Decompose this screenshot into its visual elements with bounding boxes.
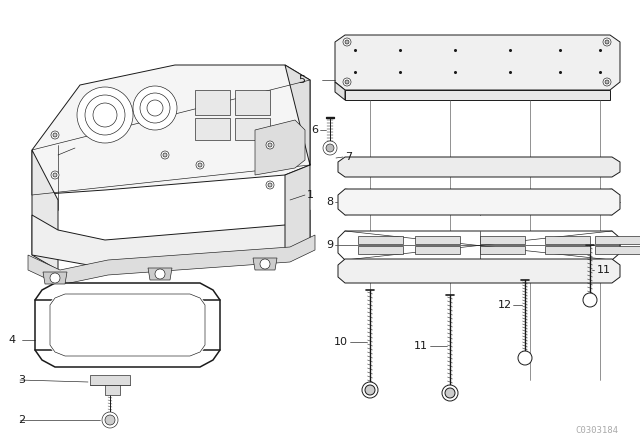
Polygon shape bbox=[105, 385, 120, 395]
Circle shape bbox=[102, 412, 118, 428]
Polygon shape bbox=[335, 35, 620, 90]
Circle shape bbox=[50, 273, 60, 283]
Text: 5: 5 bbox=[298, 75, 305, 85]
Circle shape bbox=[163, 153, 167, 157]
Text: 7: 7 bbox=[345, 152, 352, 162]
Polygon shape bbox=[545, 236, 590, 244]
Circle shape bbox=[198, 163, 202, 167]
Circle shape bbox=[605, 80, 609, 84]
Circle shape bbox=[583, 293, 597, 307]
Polygon shape bbox=[50, 294, 205, 356]
Circle shape bbox=[603, 38, 611, 46]
Circle shape bbox=[268, 143, 272, 147]
Polygon shape bbox=[358, 236, 403, 244]
Circle shape bbox=[147, 100, 163, 116]
Circle shape bbox=[362, 382, 378, 398]
Text: 11: 11 bbox=[597, 265, 611, 275]
Text: 11: 11 bbox=[414, 341, 428, 351]
Polygon shape bbox=[480, 236, 525, 244]
Polygon shape bbox=[148, 268, 172, 280]
Circle shape bbox=[93, 103, 117, 127]
Polygon shape bbox=[345, 90, 610, 100]
Circle shape bbox=[603, 78, 611, 86]
Polygon shape bbox=[480, 246, 525, 254]
Text: 12: 12 bbox=[498, 300, 512, 310]
Text: 4: 4 bbox=[8, 335, 15, 345]
Polygon shape bbox=[253, 258, 277, 270]
Polygon shape bbox=[28, 235, 315, 285]
Circle shape bbox=[326, 144, 334, 152]
Circle shape bbox=[53, 173, 57, 177]
Circle shape bbox=[323, 141, 337, 155]
Text: 3: 3 bbox=[18, 375, 25, 385]
Polygon shape bbox=[335, 82, 345, 100]
Circle shape bbox=[51, 171, 59, 179]
Polygon shape bbox=[415, 236, 460, 244]
Circle shape bbox=[345, 40, 349, 44]
Polygon shape bbox=[195, 90, 230, 115]
Polygon shape bbox=[43, 272, 67, 284]
Circle shape bbox=[605, 40, 609, 44]
Polygon shape bbox=[35, 283, 220, 367]
Circle shape bbox=[266, 141, 274, 149]
Circle shape bbox=[343, 38, 351, 46]
Polygon shape bbox=[595, 246, 640, 254]
Polygon shape bbox=[235, 90, 270, 115]
Circle shape bbox=[268, 183, 272, 187]
Polygon shape bbox=[32, 65, 310, 195]
Polygon shape bbox=[338, 231, 620, 260]
Circle shape bbox=[345, 80, 349, 84]
Polygon shape bbox=[338, 189, 620, 215]
Circle shape bbox=[266, 181, 274, 189]
Circle shape bbox=[51, 131, 59, 139]
Polygon shape bbox=[338, 259, 620, 283]
Polygon shape bbox=[595, 236, 640, 244]
Circle shape bbox=[140, 93, 170, 123]
Polygon shape bbox=[32, 210, 310, 268]
Polygon shape bbox=[415, 246, 460, 254]
Circle shape bbox=[53, 133, 57, 137]
Text: 6: 6 bbox=[311, 125, 318, 135]
Circle shape bbox=[85, 95, 125, 135]
Text: 10: 10 bbox=[334, 337, 348, 347]
Polygon shape bbox=[195, 118, 230, 140]
Polygon shape bbox=[32, 150, 58, 270]
Polygon shape bbox=[545, 246, 590, 254]
Circle shape bbox=[442, 385, 458, 401]
Polygon shape bbox=[235, 118, 270, 140]
Circle shape bbox=[518, 351, 532, 365]
Text: 8: 8 bbox=[326, 197, 333, 207]
Text: 2: 2 bbox=[18, 415, 25, 425]
Text: C0303184: C0303184 bbox=[575, 426, 618, 435]
Circle shape bbox=[133, 86, 177, 130]
Polygon shape bbox=[255, 120, 305, 175]
Polygon shape bbox=[358, 246, 403, 254]
Polygon shape bbox=[90, 375, 130, 385]
Text: 1: 1 bbox=[307, 190, 314, 200]
Circle shape bbox=[445, 388, 455, 398]
Polygon shape bbox=[285, 65, 310, 255]
Circle shape bbox=[343, 78, 351, 86]
Circle shape bbox=[77, 87, 133, 143]
Circle shape bbox=[365, 385, 375, 395]
Text: 9: 9 bbox=[326, 240, 333, 250]
Circle shape bbox=[260, 259, 270, 269]
Circle shape bbox=[196, 161, 204, 169]
Polygon shape bbox=[338, 157, 620, 177]
Circle shape bbox=[161, 151, 169, 159]
Circle shape bbox=[155, 269, 165, 279]
Circle shape bbox=[105, 415, 115, 425]
